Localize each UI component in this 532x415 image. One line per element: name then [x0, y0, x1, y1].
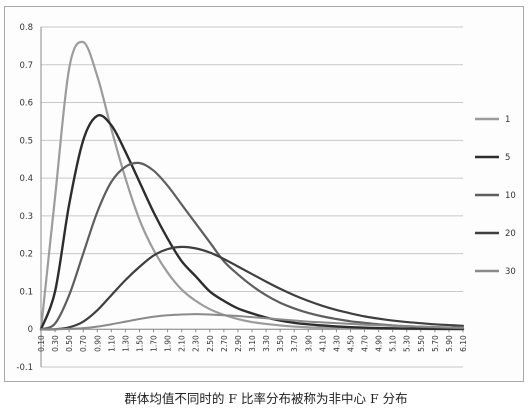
series-line-30: [40, 313, 464, 331]
x-tick-label: 5.10: [389, 335, 398, 352]
y-tick-label: 0.6: [19, 99, 33, 109]
series-line-5: [39, 114, 465, 331]
x-tick-label: 5.30: [403, 335, 412, 352]
y-tick-label: 0.3: [19, 212, 33, 222]
y-tick-label: 0.7: [19, 61, 33, 71]
x-tick-label: 1.30: [121, 335, 130, 352]
line-chart: 0.80.70.60.50.40.30.20.10-0.10.10 0.30 0.5…: [16, 23, 516, 373]
x-tick-label: 3.70: [290, 335, 299, 352]
x-tick-label: 4.70: [361, 335, 370, 352]
x-tick-label: 3.50: [276, 335, 285, 352]
y-tick-label: 0.2: [19, 250, 33, 260]
legend-label: 1: [505, 115, 510, 125]
x-tick-label: 0.10: [37, 335, 46, 352]
legend-label: 20: [505, 229, 516, 239]
series-line-20: [39, 245, 465, 331]
x-tick-label: 3.90: [304, 335, 313, 352]
x-tick-label: 2.30: [192, 335, 201, 352]
x-tick-label: 2.10: [178, 335, 187, 352]
x-tick-label: 1.90: [164, 335, 173, 352]
x-tick-label: 0.50: [65, 335, 74, 352]
y-tick-label: -0.1: [16, 363, 33, 373]
figure-caption: 群体均值不同时的 F 比率分布被称为非中心 F 分布: [124, 391, 408, 406]
y-tick-label: 0.5: [19, 136, 33, 146]
y-tick-label: 0.1: [19, 287, 33, 297]
x-tick-label: 0.70: [79, 335, 88, 352]
y-tick-label: 0: [28, 325, 33, 335]
chart-frame: 0.8 0.7 0.6 0.5 0.4 0.3 0.2 0.1 0 -0.1 0.10 0.30 0.5…: [4, 6, 524, 382]
x-tick-label: 1.10: [107, 335, 116, 352]
x-tick-label: 5.90: [445, 335, 454, 352]
x-tick-label: 4.30: [332, 335, 341, 352]
x-tick-label: 4.10: [318, 335, 327, 352]
x-tick-label: 0.30: [51, 335, 60, 352]
x-tick-label: 3.10: [248, 335, 257, 352]
x-tick-label: 2.50: [206, 335, 215, 352]
x-tick-label: 1.70: [150, 335, 159, 352]
x-tick-label: 0.90: [93, 335, 102, 352]
x-tick-label: 4.90: [375, 335, 384, 352]
legend-label: 5: [505, 153, 510, 163]
y-tick-label: 0.8: [19, 23, 33, 33]
x-tick-label: 3.30: [262, 335, 271, 352]
x-tick-label: 2.70: [220, 335, 229, 352]
x-tick-label: 4.50: [346, 335, 355, 352]
x-tick-label: 1.50: [135, 335, 144, 352]
x-tick-label: 5.50: [417, 335, 426, 352]
x-tick-label: 2.90: [234, 335, 243, 352]
x-tick-label: 5.70: [431, 335, 440, 352]
y-tick-label: 0.4: [19, 174, 33, 184]
legend-label: 30: [505, 267, 516, 277]
x-tick-label: 6.10: [459, 335, 468, 352]
legend-label: 10: [505, 191, 516, 201]
